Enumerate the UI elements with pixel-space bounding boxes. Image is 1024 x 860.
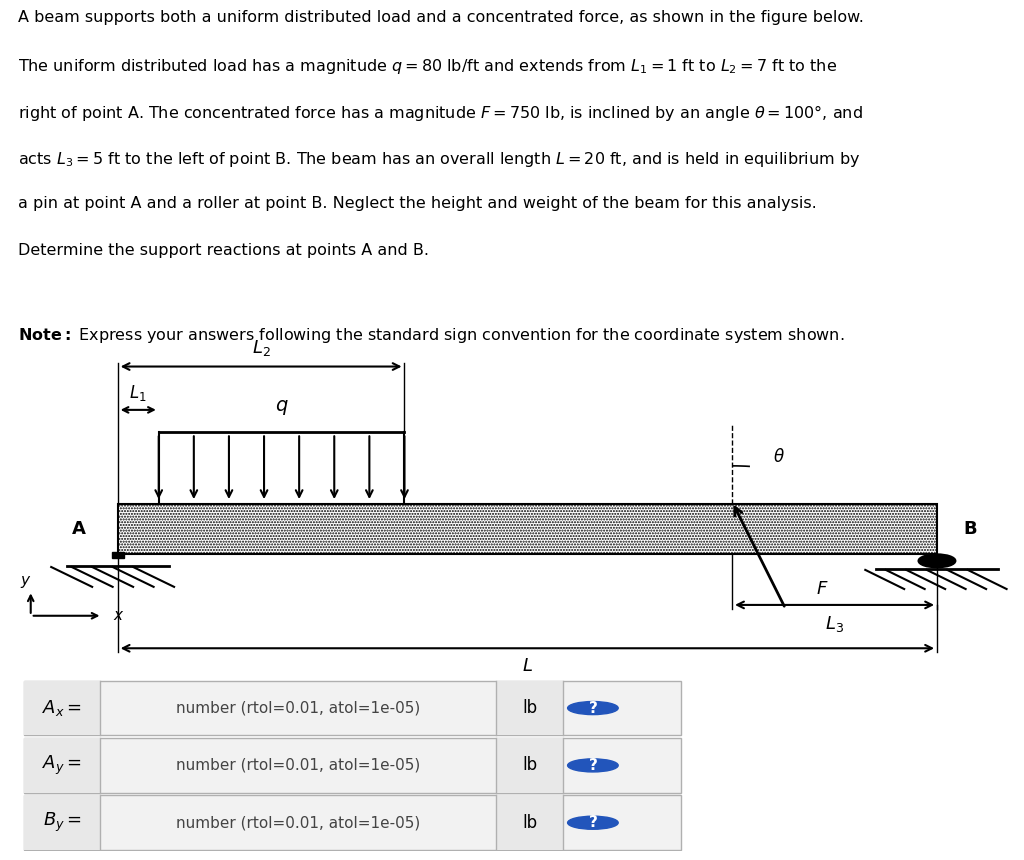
Text: ?: ? (589, 701, 597, 716)
Text: $A_y =$: $A_y =$ (42, 754, 82, 777)
Text: Determine the support reactions at points A and B.: Determine the support reactions at point… (18, 243, 429, 257)
Text: lb: lb (522, 814, 538, 832)
Text: $L_3$: $L_3$ (825, 614, 844, 634)
Text: ?: ? (589, 758, 597, 773)
Bar (497, 681, 563, 735)
Text: $L_1$: $L_1$ (129, 384, 147, 403)
Bar (118, 504, 937, 555)
Text: $F$: $F$ (816, 580, 828, 598)
Bar (24, 681, 681, 735)
Text: B: B (963, 520, 977, 538)
Text: $q$: $q$ (274, 398, 289, 417)
Bar (118, 504, 937, 555)
Bar (24, 738, 681, 793)
Text: $A_x =$: $A_x =$ (42, 698, 82, 718)
Bar (112, 552, 124, 558)
Circle shape (567, 702, 618, 715)
Bar (24, 796, 681, 850)
Text: a pin at point A and a roller at point B. Neglect the height and weight of the b: a pin at point A and a roller at point B… (18, 196, 817, 211)
Text: number (rtol=0.01, atol=1e-05): number (rtol=0.01, atol=1e-05) (176, 815, 421, 830)
Text: acts $L_3 = 5$ ft to the left of point B. The beam has an overall length $L = 20: acts $L_3 = 5$ ft to the left of point B… (18, 150, 861, 169)
Text: $x$: $x$ (113, 608, 124, 624)
Text: $B_y =$: $B_y =$ (43, 811, 82, 834)
Circle shape (927, 557, 947, 564)
Text: number (rtol=0.01, atol=1e-05): number (rtol=0.01, atol=1e-05) (176, 758, 421, 773)
Text: The uniform distributed load has a magnitude $q = 80$ lb/ft and extends from $L_: The uniform distributed load has a magni… (18, 57, 838, 76)
Circle shape (919, 555, 955, 568)
Bar (24, 796, 100, 850)
Text: lb: lb (522, 699, 538, 717)
Text: $y$: $y$ (19, 574, 32, 590)
Text: A beam supports both a uniform distributed load and a concentrated force, as sho: A beam supports both a uniform distribut… (18, 10, 864, 25)
Text: lb: lb (522, 757, 538, 774)
Bar (497, 796, 563, 850)
Text: $\theta$: $\theta$ (773, 448, 785, 466)
Bar (24, 738, 100, 793)
Text: $\mathbf{Note:}$ Express your answers following the standard sign convention for: $\mathbf{Note:}$ Express your answers fo… (18, 326, 845, 345)
Text: ?: ? (589, 815, 597, 830)
Bar (24, 681, 100, 735)
Text: right of point A. The concentrated force has a magnitude $F = 750$ lb, is inclin: right of point A. The concentrated force… (18, 103, 863, 123)
Bar (497, 738, 563, 793)
Text: $L$: $L$ (522, 657, 532, 675)
Text: number (rtol=0.01, atol=1e-05): number (rtol=0.01, atol=1e-05) (176, 701, 421, 716)
Circle shape (567, 816, 618, 829)
Text: $L_2$: $L_2$ (252, 337, 270, 358)
Text: A: A (72, 520, 86, 538)
Circle shape (567, 759, 618, 772)
